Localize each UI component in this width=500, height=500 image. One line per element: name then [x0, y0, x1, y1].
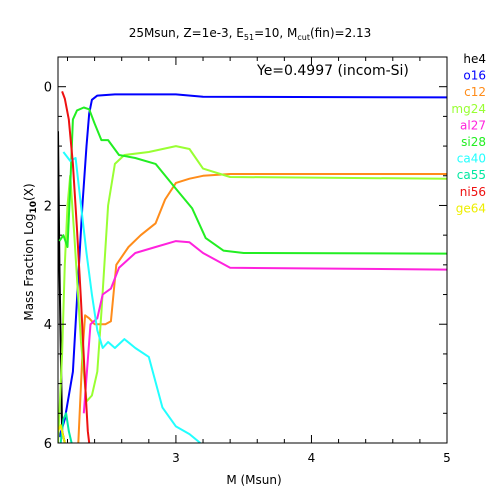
series-line-al27 — [82, 240, 447, 414]
legend-entry-he4: he4 — [463, 52, 486, 66]
annotation: Ye=0.4997 (incom-Si) — [256, 63, 409, 79]
legend: he4 o16 c12 mg24 al27 si28 ca40 ca55 ni56 ge64 — [451, 52, 486, 215]
series-line-o16 — [58, 93, 447, 438]
x-tick-label: 3 — [172, 451, 180, 465]
legend-entry-si28: si28 — [461, 135, 486, 149]
legend-entry-c12: c12 — [464, 85, 486, 99]
title-e-sub: 51 — [244, 33, 254, 42]
legend-entry-ge64: ge64 — [456, 201, 486, 215]
x-tick-label: 4 — [308, 451, 316, 465]
series-line-c12 — [77, 173, 447, 443]
series-line-si28 — [58, 106, 447, 255]
title-m-sub: cut — [297, 33, 310, 42]
ylabel-sub: 10 — [29, 201, 39, 214]
series-line-ca55 — [59, 412, 73, 443]
legend-entry-al27: al27 — [460, 118, 486, 132]
y-tick-label: 2 — [44, 199, 52, 214]
series-line-ge64 — [58, 424, 66, 443]
series-line-ca40 — [62, 151, 201, 443]
legend-entry-o16: o16 — [463, 69, 486, 83]
y-tick-label: 6 — [44, 437, 52, 452]
plot-lines — [58, 91, 447, 443]
title-tail: (fin)=2.13 — [310, 26, 371, 40]
y-tick-label: 0 — [44, 81, 52, 96]
y-tick-label: 4 — [44, 318, 52, 333]
legend-entry-ca40: ca40 — [457, 152, 486, 166]
ylabel-main: Mass Fraction Log — [22, 213, 36, 320]
y-axis-label: Mass Fraction Log10(X) — [22, 183, 39, 320]
legend-entry-ca55: ca55 — [457, 168, 486, 182]
ylabel-tail: (X) — [22, 183, 36, 201]
series-line-mg24 — [58, 145, 447, 443]
title-mid: =10, M — [254, 26, 297, 40]
title-main: 25Msun, Z=1e-3, E — [129, 26, 244, 40]
legend-entry-mg24: mg24 — [451, 102, 486, 116]
chart-title: 25Msun, Z=1e-3, E51=10, Mcut(fin)=2.13 — [129, 26, 372, 42]
x-tick-label: 5 — [443, 451, 451, 465]
x-axis-label: M (Msun) — [226, 473, 281, 487]
legend-entry-ni56: ni56 — [460, 185, 486, 199]
series-line-ni56 — [61, 91, 91, 443]
plot-frame — [57, 56, 448, 444]
